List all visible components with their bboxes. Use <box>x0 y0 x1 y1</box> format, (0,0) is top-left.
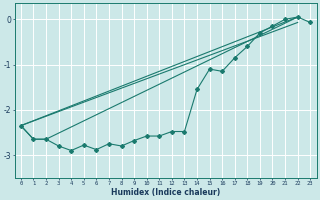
X-axis label: Humidex (Indice chaleur): Humidex (Indice chaleur) <box>111 188 220 197</box>
